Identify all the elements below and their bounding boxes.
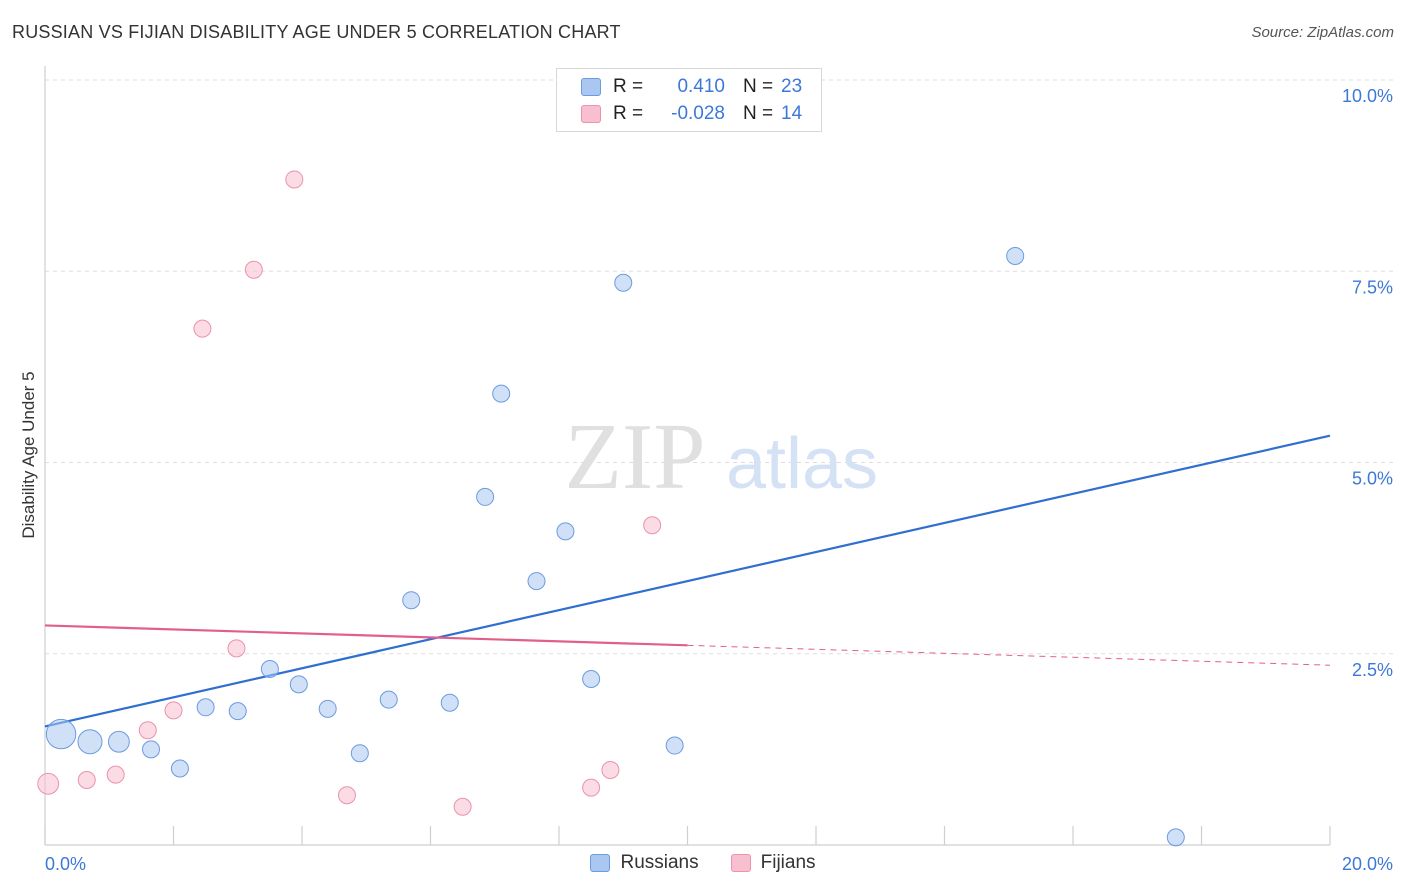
legend-item-russians[interactable]: Russians (590, 852, 699, 874)
y-tick-label: 5.0% (1352, 469, 1393, 489)
n-value: 14 (781, 103, 803, 124)
fijians-swatch (581, 105, 601, 123)
russians-point (350, 744, 369, 763)
legend-label: Fijians (760, 852, 816, 873)
russians-point (228, 702, 247, 721)
fijians-point (337, 786, 356, 805)
fijians-point (138, 721, 157, 740)
n-label: N = (743, 103, 774, 124)
legend-row-fijians: R = -0.028 N = 14 (581, 101, 802, 127)
series-legend: Russians Fijians (0, 852, 1406, 874)
trend-lines (44, 434, 1331, 728)
russians-point (318, 699, 337, 718)
fijians-point (453, 797, 472, 816)
data-points (37, 170, 1185, 847)
y-tick-label: 7.5% (1352, 277, 1393, 297)
fijians-point (582, 778, 601, 797)
russians-point (170, 759, 189, 778)
r-label: R = (613, 103, 644, 124)
r-label: R = (613, 76, 644, 97)
fijians-point (643, 516, 662, 535)
axes (44, 66, 1331, 846)
russians-point (107, 730, 130, 753)
russians-point (440, 693, 459, 712)
russians-point (492, 384, 511, 403)
watermark-zip: ZIP (565, 405, 706, 509)
watermark-atlas: atlas (726, 424, 878, 504)
chart-title: RUSSIAN VS FIJIAN DISABILITY AGE UNDER 5… (12, 22, 621, 42)
russians-point (142, 740, 161, 759)
legend-item-fijians[interactable]: Fijians (730, 852, 816, 874)
fijians-point (601, 761, 620, 780)
russians-point (1006, 246, 1025, 265)
fijians-point (164, 701, 183, 720)
r-value: -0.028 (671, 103, 725, 124)
n-value: 23 (781, 76, 803, 97)
russians-point (1166, 828, 1185, 847)
russians-swatch (590, 854, 611, 872)
gridlines (45, 79, 1395, 655)
russians-swatch (581, 78, 601, 96)
fijians-point (37, 772, 60, 795)
source-label: Source: ZipAtlas.com (1251, 24, 1394, 41)
russians-point (582, 669, 601, 688)
russians-point (77, 729, 103, 755)
russians-point (614, 273, 633, 292)
russians-point (289, 675, 308, 694)
russians-point (45, 718, 77, 750)
russians-trend-line (44, 434, 1331, 728)
fijians-point (285, 170, 304, 189)
fijians-trend-line (44, 624, 688, 647)
russians-point (196, 698, 215, 717)
correlation-legend: R = 0.410 N = 23 R = -0.028 N = 14 (556, 68, 822, 132)
russians-point (379, 690, 398, 709)
fijians-swatch (730, 854, 751, 872)
russians-point (476, 487, 495, 506)
x-tick-label-min: 0.0% (45, 854, 86, 874)
fijians-point (193, 319, 212, 338)
fijians-point (227, 639, 246, 658)
axis-labels: 2.5% 5.0% 7.5% 10.0% 0.0% 20.0% Disability Age… (19, 86, 1393, 874)
y-tick-label: 10.0% (1342, 86, 1393, 106)
legend-row-russians: R = 0.410 N = 23 (581, 74, 802, 100)
fijians-point (106, 765, 125, 784)
y-axis-title: Disability Age Under 5 (19, 371, 38, 538)
fijians-point (77, 770, 96, 789)
russians-point (527, 572, 546, 591)
russians-point (665, 736, 684, 755)
fijians-trend-extension (687, 644, 1331, 666)
r-value: 0.410 (677, 76, 725, 97)
n-label: N = (743, 76, 774, 97)
legend-label: Russians (620, 852, 699, 873)
fijians-point (244, 260, 263, 279)
x-tick-label-max: 20.0% (1342, 854, 1393, 874)
russians-point (402, 591, 421, 610)
russians-point (260, 660, 279, 679)
y-tick-label: 2.5% (1352, 660, 1393, 680)
watermark: ZIP atlas (565, 405, 879, 509)
russians-point (556, 522, 575, 541)
